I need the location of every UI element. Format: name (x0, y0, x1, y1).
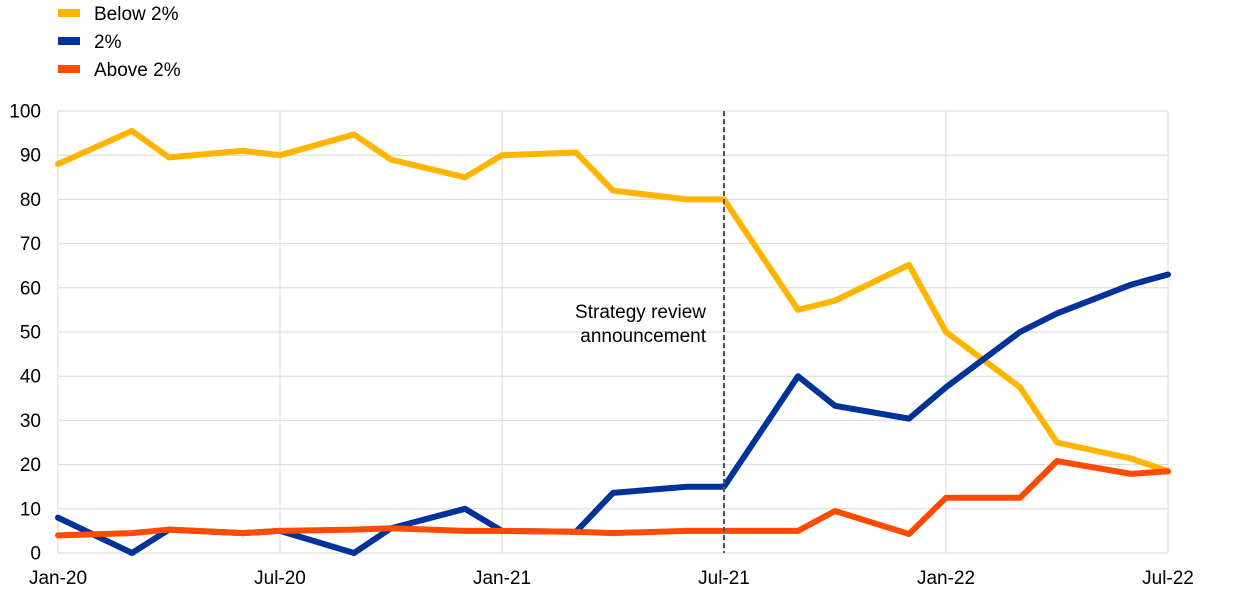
x-tick-label: Jul-20 (254, 568, 306, 589)
y-tick-label: 70 (20, 234, 41, 255)
x-axis: Jan-20 Jul-20 Jan-21 Jul-21 Jan-22 Jul-22 (29, 568, 1194, 589)
legend-item-2pct: 2% (58, 32, 122, 53)
series-line-above-2pct (55, 458, 1171, 539)
legend: Below 2% 2% Above 2% (58, 4, 181, 81)
y-tick-label: 0 (30, 544, 41, 565)
series-line-below-2pct (55, 127, 1171, 475)
strategy-review-annotation: Strategy review announcement (575, 302, 707, 347)
y-tick-label: 40 (20, 367, 41, 388)
y-axis: 0 10 20 30 40 50 60 70 80 90 100 (9, 102, 41, 565)
y-tick-label: 10 (20, 499, 41, 520)
gridlines (57, 110, 1169, 554)
annotation-line: Strategy review (575, 302, 706, 323)
x-tick-label: Jul-21 (698, 568, 750, 589)
legend-swatch (58, 65, 80, 73)
y-tick-label: 50 (20, 323, 41, 344)
legend-item-below-2pct: Below 2% (58, 4, 179, 25)
y-tick-label: 20 (20, 455, 41, 476)
legend-swatch (58, 37, 80, 45)
x-tick-label: Jan-21 (473, 568, 531, 589)
y-tick-label: 100 (9, 102, 41, 123)
legend-label: Above 2% (94, 60, 181, 81)
legend-label: Below 2% (94, 4, 179, 25)
legend-swatch (58, 9, 80, 17)
legend-item-above-2pct: Above 2% (58, 60, 181, 81)
y-tick-label: 60 (20, 278, 41, 299)
annotation-layer: Strategy review announcement (575, 111, 725, 553)
y-tick-label: 80 (20, 190, 41, 211)
x-tick-label: Jan-22 (917, 568, 975, 589)
legend-label: 2% (94, 32, 122, 53)
x-tick-label: Jul-22 (1142, 568, 1194, 589)
x-tick-label: Jan-20 (29, 568, 87, 589)
series-layer (55, 127, 1171, 556)
annotation-line: announcement (580, 326, 706, 347)
y-tick-label: 30 (20, 411, 41, 432)
y-tick-label: 90 (20, 146, 41, 167)
